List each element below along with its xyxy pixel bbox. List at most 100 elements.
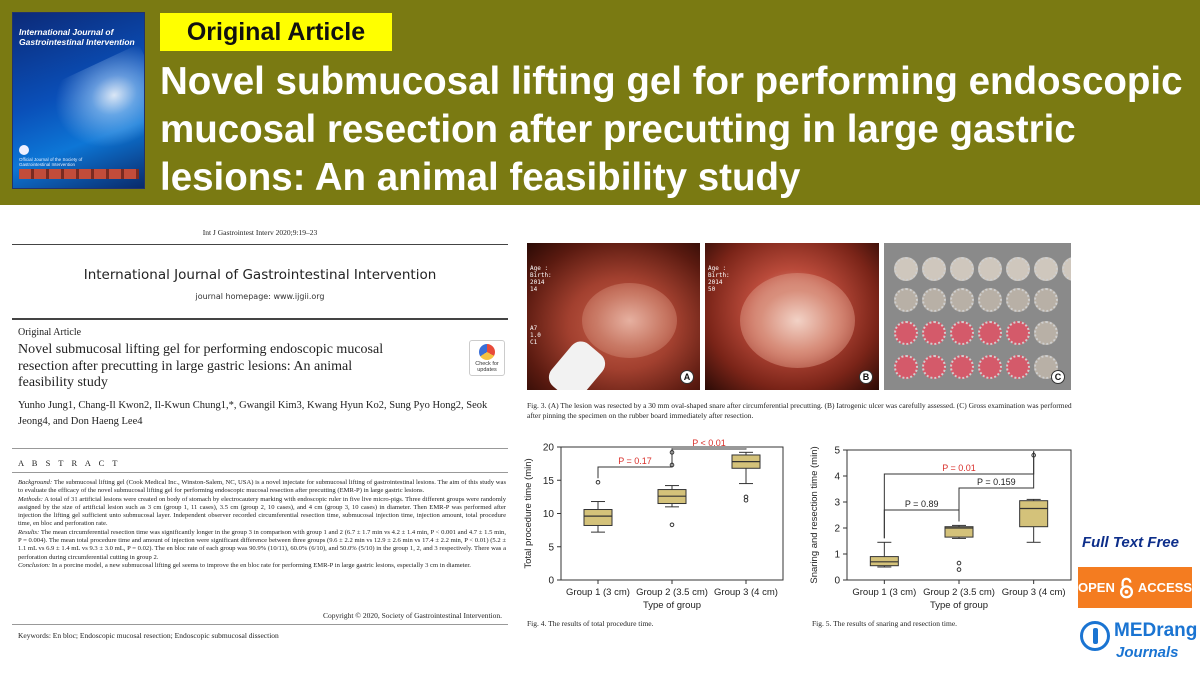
abstract-conclusion-text: In a porcine model, a new submucosal lif…: [51, 561, 471, 569]
y-tick-label: 3: [834, 498, 840, 509]
abstract-background-text: The submucosal lifting gel (Cook Medical…: [18, 479, 507, 495]
open-label: OPEN: [1078, 580, 1115, 595]
cover-thumbnail-strip: [19, 169, 139, 179]
publisher-sub: Journals: [1116, 644, 1179, 661]
check-updates-icon: [479, 344, 495, 360]
outlier-point: [956, 560, 962, 566]
specimen-sample: [1006, 355, 1030, 379]
specimen-sample: [922, 257, 946, 281]
y-axis-label: Total procedure time (min): [523, 458, 534, 568]
cover-artwork: [39, 43, 144, 173]
access-label: ACCESS: [1137, 580, 1192, 595]
paper-first-page[interactable]: Int J Gastrointest Interv 2020;9:19–23 I…: [12, 222, 508, 662]
box: [869, 556, 899, 567]
specimen-sample: [978, 355, 1002, 379]
specimen-sample: [922, 355, 946, 379]
article-type-tag: Original Article: [160, 13, 392, 51]
open-access-badge[interactable]: OPEN ACCESS: [1078, 567, 1192, 608]
photo-b-label: B: [859, 370, 873, 384]
significance-bracket: [671, 448, 747, 450]
p-value-label: P = 0.01: [942, 463, 976, 473]
chart-snaring-resection-time: 0 1 2 3 4 5 Snaring and resection time (min) Gr…: [809, 446, 1072, 611]
y-tick-label: 15: [543, 476, 555, 487]
check-for-updates-button[interactable]: Check for updates: [469, 340, 505, 376]
specimen-sample: [978, 321, 1002, 345]
paper-title: Novel submucosal lifting gel for perform…: [18, 342, 384, 390]
specimen-sample: [950, 288, 974, 312]
photo-a-overlay: Age : Birth: 2014 14: [530, 265, 552, 293]
p-value-label: P = 0.89: [905, 499, 939, 509]
abstract-results-label: Results:: [18, 528, 40, 536]
p-value-label: P = 0.159: [977, 477, 1016, 487]
x-axis-label: Type of group: [930, 600, 988, 611]
x-tick-label: Group 3 (4 cm): [1002, 587, 1066, 598]
y-tick-label: 20: [543, 443, 555, 454]
specimen-sample: [950, 321, 974, 345]
full-text-free-label[interactable]: Full Text Free: [1082, 534, 1179, 551]
outlier-point: [956, 567, 962, 572]
box: [1019, 500, 1049, 528]
figure-3-caption: Fig. 3. (A) The lesion was resected by a…: [527, 401, 1072, 420]
paper-homepage: journal homepage: www.ijgii.org: [195, 292, 325, 301]
divider: [12, 624, 508, 625]
chart-total-procedure-time: 0 5 10 15 20 Total procedure time (min) Group …: [523, 438, 784, 611]
x-tick-label: Group 3 (4 cm): [714, 587, 778, 598]
specimen-sample: [894, 257, 918, 281]
cover-title: International Journal of Gastrointestina…: [19, 27, 135, 47]
divider: [12, 318, 508, 320]
photo-a-side: A7 1.0 C1: [530, 325, 541, 346]
publisher-name: MEDrang: [1114, 620, 1198, 641]
specimen-sample: [1034, 321, 1058, 345]
specimen-sample: [978, 257, 1002, 281]
paper-authors: Yunho Jung1, Chang-Il Kwon2, Il-Kwun Chu…: [18, 400, 488, 427]
specimen-sample: [950, 257, 974, 281]
y-tick-label: 2: [834, 524, 840, 535]
outlier-point: [743, 494, 749, 500]
abstract-conclusion: Conclusion: In a porcine model, a new su…: [18, 562, 506, 570]
endoscopy-photo-b: Age : Birth: 2014 50 B: [705, 243, 879, 390]
y-tick-label: 10: [543, 509, 555, 520]
cover-badge-icon: [19, 145, 29, 155]
y-axis-label: Snaring and resection time (min): [809, 446, 820, 583]
figure-4-caption: Fig. 4. The results of total procedure t…: [527, 619, 654, 628]
figure-5-caption: Fig. 5. The results of snaring and resec…: [812, 619, 958, 628]
specimen-sample: [1006, 321, 1030, 345]
cover-footer: Official Journal of the Society of Gastr…: [19, 157, 83, 167]
y-tick-label: 0: [834, 576, 840, 587]
open-lock-icon: [1119, 577, 1133, 598]
check-updates-label: Check for updates: [475, 361, 499, 373]
y-tick-label: 5: [548, 542, 554, 553]
photo-c-label: C: [1051, 370, 1065, 384]
divider: [12, 448, 508, 449]
x-tick-label: Group 1 (3 cm): [852, 587, 916, 598]
p-value-label: P < 0.01: [692, 438, 726, 448]
journal-cover-image[interactable]: International Journal of Gastrointestina…: [12, 12, 145, 189]
specimen-sample: [1062, 257, 1071, 281]
paper-keywords: Keywords: En bloc; Endoscopic mucosal re…: [18, 631, 279, 640]
paper-article-type: Original Article: [18, 327, 82, 338]
specimen-sample: [922, 288, 946, 312]
abstract-background: Background: The submucosal lifting gel (…: [18, 479, 506, 496]
paper-citation: Int J Gastrointest Interv 2020;9:19–23: [202, 228, 318, 237]
specimen-sample: [1034, 257, 1058, 281]
specimen-sample: [894, 321, 918, 345]
paper-copyright: Copyright © 2020, Society of Gastrointes…: [322, 611, 502, 620]
x-tick-label: Group 1 (3 cm): [566, 587, 630, 598]
ulcer-area: [740, 273, 855, 368]
box: [583, 509, 613, 526]
specimen-sample: [950, 355, 974, 379]
endoscopy-photo-a: Age : Birth: 2014 14 A7 1.0 C1 A: [527, 243, 700, 390]
specimen-sample: [894, 355, 918, 379]
abstract-methods-label: Methods:: [18, 495, 43, 503]
publisher-logo[interactable]: MEDrang Journals: [1080, 619, 1198, 669]
box: [944, 526, 974, 538]
article-type-label: Original Article: [186, 17, 366, 46]
y-tick-label: 5: [834, 446, 840, 457]
significance-bracket: [597, 448, 673, 479]
specimen-sample: [1006, 257, 1030, 281]
specimen-sample: [894, 288, 918, 312]
divider: [12, 244, 508, 245]
x-axis-label: Type of group: [643, 600, 701, 611]
x-tick-label: Group 2 (3.5 cm): [636, 587, 708, 598]
specimen-photo-c: C: [884, 243, 1071, 390]
